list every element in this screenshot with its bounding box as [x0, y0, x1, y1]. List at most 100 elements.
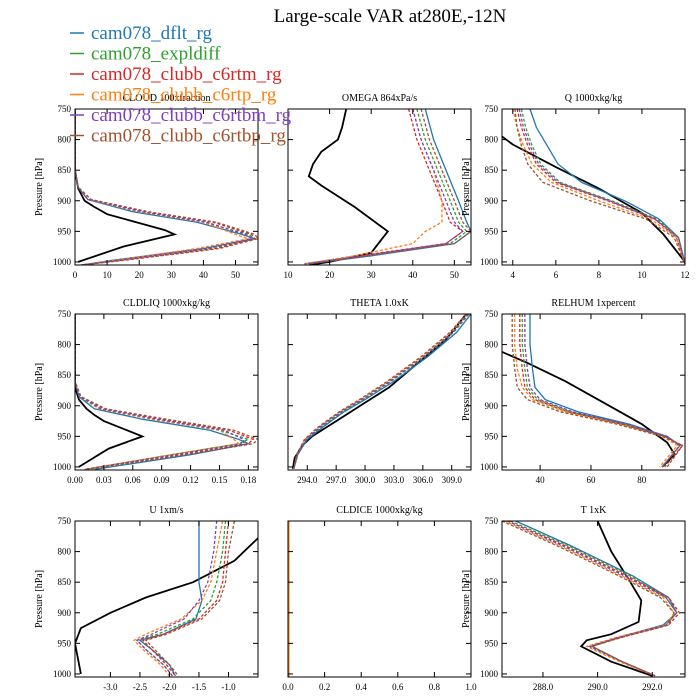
- panel-1: 0 10 20 30 40 50 750 800 850 900 950 1000 CLOUD 100x…: [34, 93, 259, 280]
- x-tick-label: 0.03: [96, 475, 112, 485]
- x-tick-label: 0.2: [319, 682, 330, 692]
- x-tick-label: 0.18: [240, 475, 256, 485]
- plot-frame: [74, 108, 259, 266]
- y-tick-label: 750: [58, 104, 72, 114]
- series-group: [75, 314, 258, 470]
- series-line-4: [514, 314, 679, 468]
- legend-item-6: cam078_clubb_c6rtbp_rg: [70, 126, 286, 147]
- x-tick-label: 50: [231, 270, 241, 280]
- x-tick-label: 306.0: [413, 475, 434, 485]
- x-tick-label: -2.0: [162, 682, 177, 692]
- series-line-1: [515, 521, 678, 677]
- legend-label: cam078_clubb_c6rtp_rg: [91, 85, 277, 106]
- series-line-4: [504, 521, 675, 677]
- x-tick-label: 6: [554, 270, 559, 280]
- y-tick-label: 1000: [480, 462, 499, 472]
- series-line-5: [518, 109, 685, 264]
- series-line-0: [75, 314, 145, 468]
- series-line-0: [579, 521, 653, 677]
- y-tick-label: 900: [485, 401, 499, 411]
- x-tick-label: 10: [637, 270, 647, 280]
- plot-frame: [287, 108, 472, 266]
- series-line-6: [75, 109, 258, 265]
- y-tick-label: 950: [58, 226, 72, 236]
- legend-label: cam078_clubb_c6rtbp_rg: [91, 126, 286, 147]
- panel-title: CLOUD 100xfraction: [122, 93, 210, 104]
- x-tick-label: 288.0: [533, 682, 554, 692]
- y-tick-label: 800: [485, 547, 499, 557]
- series-line-6: [144, 521, 236, 677]
- y-tick-label: 1000: [480, 669, 499, 679]
- series-line-4: [304, 109, 443, 265]
- y-tick-label: 850: [58, 370, 72, 380]
- series-line-0: [307, 109, 390, 265]
- panel-title: THETA 1.0xK: [350, 298, 409, 309]
- x-tick-label: 0.06: [125, 475, 141, 485]
- series-line-2: [75, 314, 251, 470]
- x-tick-label: 292.0: [642, 682, 663, 692]
- x-tick-label: -3.0: [103, 682, 118, 692]
- y-tick-label: 750: [58, 309, 72, 319]
- x-tick-label: -2.5: [133, 682, 148, 692]
- x-tick-label: 0.6: [392, 682, 404, 692]
- y-tick-label: 950: [485, 431, 499, 441]
- x-tick-label: 0.15: [212, 475, 228, 485]
- y-tick-label: 850: [58, 577, 72, 587]
- series-line-2: [520, 109, 685, 264]
- x-tick-label: 294.0: [297, 475, 318, 485]
- plot-frame: [501, 520, 686, 678]
- series-line-5: [75, 314, 245, 470]
- y-tick-label: 800: [58, 135, 72, 145]
- panel-9: 288.0 290.0 292.0 750 800 850 900 950 1000 T 1xK P…: [461, 505, 686, 692]
- series-group: [304, 109, 471, 265]
- x-tick-label: 20: [325, 270, 335, 280]
- y-tick-label: 900: [58, 401, 72, 411]
- series-line-5: [507, 521, 678, 677]
- figure-title: Large-scale VAR at280E,-12N: [274, 6, 507, 27]
- panels-group: 0 10 20 30 40 50 750 800 850 900 950 1000 CLOUD 100x…: [34, 93, 690, 692]
- series-line-1: [138, 521, 203, 677]
- x-tick-label: 1.0: [465, 682, 477, 692]
- x-tick-label: 30: [167, 270, 177, 280]
- x-tick-label: 0.8: [429, 682, 441, 692]
- series-line-0: [502, 135, 685, 263]
- x-tick-label: 20: [135, 270, 145, 280]
- y-tick-label: 850: [485, 577, 499, 587]
- x-tick-label: 309.0: [442, 475, 463, 485]
- x-tick-label: 297.0: [326, 475, 347, 485]
- x-tick-label: 40: [199, 270, 209, 280]
- series-line-0: [291, 314, 467, 469]
- y-tick-label: 850: [58, 165, 72, 175]
- y-tick-label: 950: [58, 638, 72, 648]
- x-tick-label: 60: [586, 475, 596, 485]
- legend-item-2: cam078_expldiff: [70, 44, 221, 65]
- panel-title: U 1xm/s: [149, 505, 183, 516]
- x-tick-label: 0.09: [154, 475, 170, 485]
- y-tick-label: 950: [58, 431, 72, 441]
- x-tick-label: 30: [367, 270, 377, 280]
- series-line-6: [75, 314, 258, 470]
- series-line-3: [293, 314, 469, 469]
- y-tick-label: 950: [485, 638, 499, 648]
- series-line-1: [308, 109, 471, 265]
- legend-item-3: cam078_clubb_c6rtm_rg: [70, 64, 282, 85]
- y-tick-label: 750: [485, 516, 499, 526]
- x-tick-label: 0.0: [282, 682, 294, 692]
- legend-label: cam078_clubb_c6rtbm_rg: [91, 105, 292, 126]
- y-tick-label: 1000: [480, 257, 499, 267]
- x-tick-label: 0: [73, 270, 78, 280]
- y-tick-label: 750: [485, 104, 499, 114]
- y-tick-label: 750: [485, 309, 499, 319]
- y-tick-label: 850: [485, 165, 499, 175]
- series-group: [75, 109, 258, 265]
- y-tick-label: 1000: [53, 257, 72, 267]
- plot-frame: [501, 313, 686, 471]
- series-line-6: [293, 314, 467, 469]
- x-tick-label: 12: [681, 270, 690, 280]
- plot-frame: [287, 313, 472, 471]
- plot-frame: [74, 520, 259, 678]
- x-tick-label: 10: [103, 270, 113, 280]
- series-line-5: [524, 314, 681, 468]
- x-tick-label: 50: [450, 270, 460, 280]
